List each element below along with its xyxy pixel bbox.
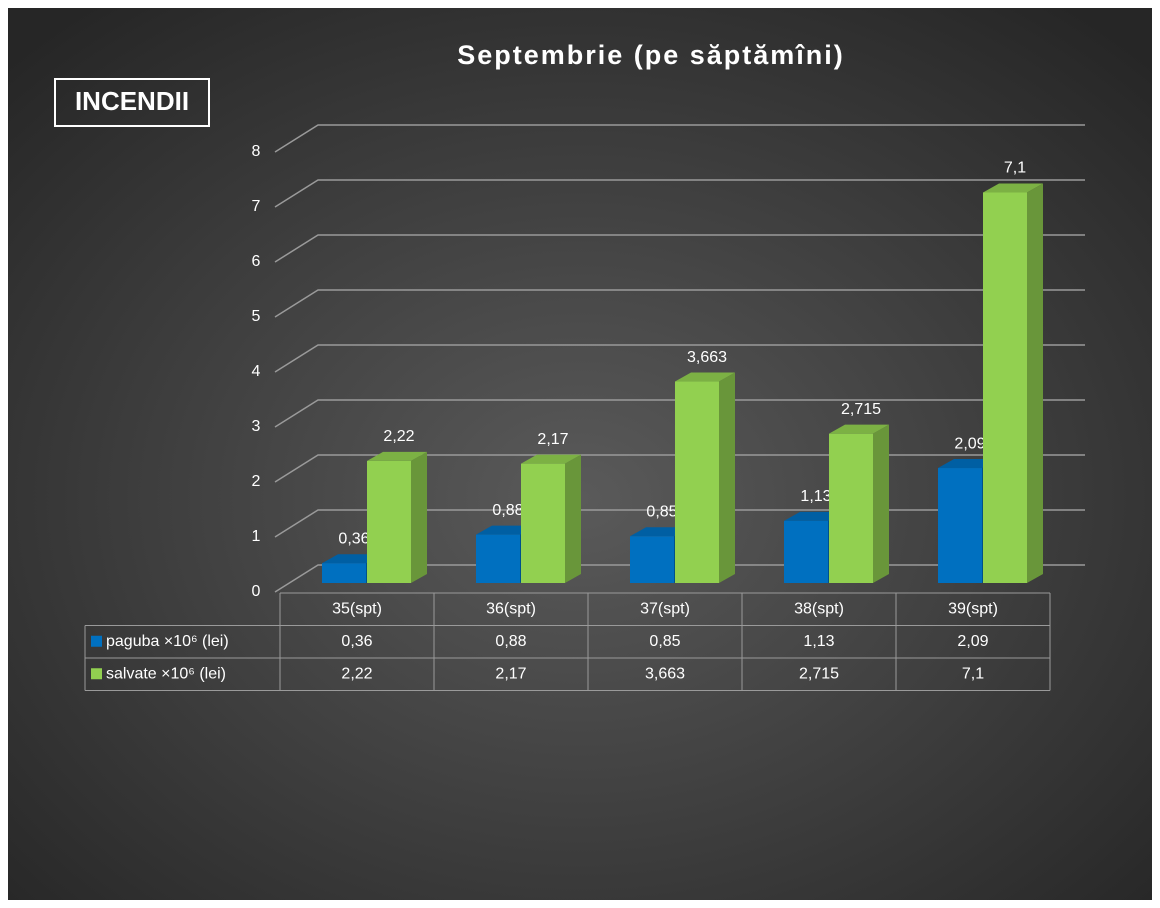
y-tick-label: 8 (252, 143, 261, 160)
grid-line (274, 399, 1085, 428)
annotation: INCENDII (75, 86, 189, 116)
bar-top (521, 454, 581, 464)
y-tick-label: 7 (252, 198, 261, 215)
table-cell: 0,88 (495, 633, 526, 650)
grid-line (274, 179, 1085, 208)
bar-top (829, 424, 889, 434)
bar-side (873, 424, 889, 583)
data-label: 7,1 (1004, 160, 1026, 177)
bar-top (675, 372, 735, 382)
bar-top (367, 451, 427, 461)
data-label: 2,09 (954, 435, 985, 452)
table-cell: 2,715 (799, 665, 839, 682)
background (8, 8, 1152, 900)
table-cell: 3,663 (645, 665, 685, 682)
legend-swatch (91, 668, 102, 680)
table-cell: 2,09 (957, 633, 988, 650)
data-label: 0,88 (492, 502, 523, 519)
grid-line (274, 289, 1085, 318)
bar-side (1027, 183, 1043, 583)
data-label: 3,663 (687, 349, 727, 366)
legend-swatch (91, 635, 102, 647)
y-tick-label: 1 (252, 528, 261, 545)
data-label: 2,715 (841, 401, 881, 418)
bar (829, 433, 873, 583)
data-label: 1,13 (800, 488, 831, 505)
bar (476, 534, 520, 583)
bar-top (983, 183, 1043, 193)
grid-line (274, 344, 1085, 373)
data-label: 2,17 (537, 431, 568, 448)
table-cell: 1,13 (803, 633, 834, 650)
annotation-box (54, 78, 210, 127)
x-tick-label: 38(spt) (794, 600, 844, 617)
y-tick-label: 3 (252, 418, 261, 435)
data-label: 0,85 (646, 503, 677, 520)
bar (322, 563, 366, 583)
x-tick-label: 36(spt) (486, 600, 536, 617)
table-cell: 0,85 (649, 633, 680, 650)
y-tick-label: 2 (252, 473, 261, 490)
grid-line (274, 234, 1085, 263)
y-tick-label: 4 (252, 363, 261, 380)
chart-title: Septembrie (pe săptămîni) (457, 40, 845, 70)
bar (784, 520, 828, 583)
x-tick-label: 39(spt) (948, 600, 998, 617)
y-tick-label: 6 (252, 253, 261, 270)
data-label: 0,36 (338, 530, 369, 547)
table-cell: 0,36 (341, 633, 372, 650)
y-tick-label: 5 (252, 308, 261, 325)
bar (630, 536, 674, 583)
bar (521, 463, 565, 583)
bar (983, 192, 1027, 583)
table-cell: 2,17 (495, 665, 526, 682)
bar-side (719, 372, 735, 583)
bar-side (565, 454, 581, 583)
grid-line (274, 124, 1085, 153)
x-tick-label: 37(spt) (640, 600, 690, 617)
bar-side (411, 451, 427, 583)
bar (675, 381, 719, 583)
data-label: 2,22 (383, 428, 414, 445)
table-cell: 2,22 (341, 665, 372, 682)
bar (938, 468, 982, 583)
table-cell: 7,1 (962, 665, 984, 682)
legend-label: salvate ×10⁶ (lei) (106, 665, 226, 682)
legend-label: paguba ×10⁶ (lei) (106, 633, 229, 650)
bar (367, 460, 411, 583)
x-tick-label: 35(spt) (332, 600, 382, 617)
y-tick-label: 0 (252, 583, 261, 600)
